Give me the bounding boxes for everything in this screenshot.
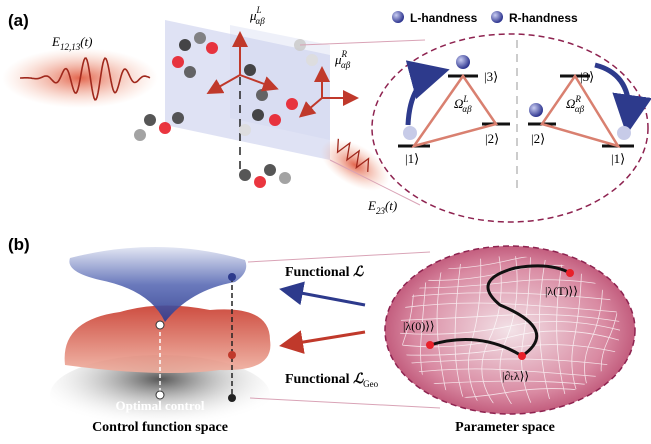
atom [159,122,171,134]
point [426,341,434,349]
caption: Control function space [92,420,228,435]
field-label: E23(t) [367,198,397,216]
state-label: |∂ₜλ⟩⟩ [502,369,529,383]
point [156,321,164,329]
argument: (t) [385,198,397,213]
arrow [285,290,365,305]
atom [244,64,256,76]
symbol: E [367,198,376,213]
atom [256,89,268,101]
text: Functional [285,265,350,280]
state-ball [617,126,631,140]
argument: (t) [80,34,92,49]
atom [144,114,156,126]
state-ball [456,55,470,69]
point [518,352,526,360]
levels [398,76,634,146]
atom [239,169,251,181]
atom [194,32,206,44]
legend-ball [392,11,404,23]
connector [300,40,425,45]
atom [134,129,146,141]
atom [184,66,196,78]
subscript: αβ [341,60,351,70]
subscript: 12,13 [60,42,81,52]
superscript: R [341,49,348,59]
transition [414,76,496,146]
atom [239,124,251,136]
connector [248,252,430,262]
atom [206,42,218,54]
atom [254,176,266,188]
state-ball [403,126,417,140]
state-label: |2⟩ [531,131,545,146]
atom [172,56,184,68]
point [228,351,236,359]
symbol: ℒ [353,265,364,280]
atom [172,112,184,124]
state-label: |1⟩ [611,151,625,166]
panel-label: (a) [8,11,29,30]
arrow [285,332,365,345]
atom [279,172,291,184]
connector [250,398,440,408]
functional-label: Functional ℒGeo [285,372,379,389]
legend-text: L-handness [410,11,478,25]
caption: Parameter space [455,420,555,435]
state-label: |2⟩ [485,131,499,146]
subscript: αβ [256,16,266,26]
point [566,269,574,277]
transitions [414,76,618,146]
point [228,273,236,281]
legend-ball [491,11,503,23]
superscript: L [256,5,262,15]
atom [179,39,191,51]
subscript: αβ [575,104,585,114]
panel-label: (b) [8,235,30,254]
atom [286,98,298,110]
figure: (a) E12,13(t) μLαβ μRαβ E23(t) L-handnes… [0,0,651,444]
state-label: |1⟩ [405,151,419,166]
atom [264,164,276,176]
atom [269,114,281,126]
atom [252,109,264,121]
subscript: αβ [462,104,472,114]
state-label: |3⟩ [484,69,498,84]
point [228,394,236,402]
caption: Optimal control [116,398,205,413]
superscript: R [574,94,581,104]
state-ball [529,103,543,117]
subscript: Geo [363,379,378,389]
legend-text: R-handness [509,11,578,25]
state-label: |λ(T)⟩⟩ [545,284,578,298]
text: Functional [285,372,350,387]
state-label: |3⟩ [580,69,594,84]
atom [306,54,318,66]
functional-label: Functional ℒ [285,265,364,280]
symbol: E [51,34,60,49]
state-label: |λ(0)⟩⟩ [403,319,435,333]
superscript: L [462,94,468,104]
